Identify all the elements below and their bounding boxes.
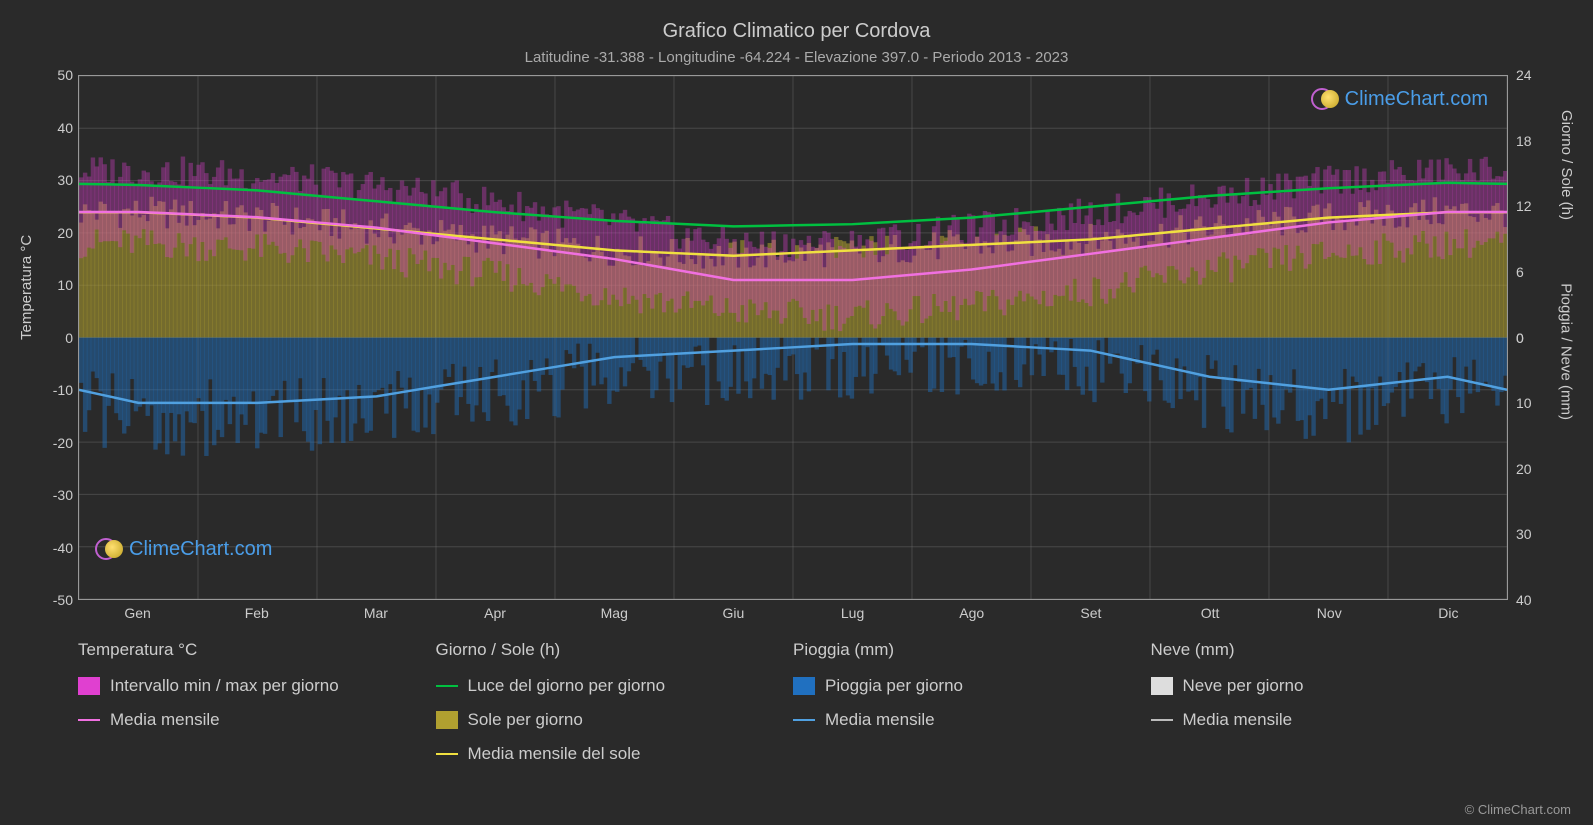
ytick-left: 10 xyxy=(33,277,73,293)
legend-label: Sole per giorno xyxy=(468,710,583,730)
swatch-snow-bar xyxy=(1151,677,1173,695)
watermark-top: ClimeChart.com xyxy=(1311,85,1488,113)
legend-item-sun-bar: Sole per giorno xyxy=(436,710,794,730)
legend-header: Neve (mm) xyxy=(1151,640,1509,660)
legend-col-rain: Pioggia (mm) Pioggia per giorno Media me… xyxy=(793,640,1151,764)
legend-header: Temperatura °C xyxy=(78,640,436,660)
swatch-temp-mean xyxy=(78,719,100,721)
legend-col-temperature: Temperatura °C Intervallo min / max per … xyxy=(78,640,436,764)
xtick-month: Apr xyxy=(484,605,506,621)
swatch-temp-range xyxy=(78,677,100,695)
legend-col-day: Giorno / Sole (h) Luce del giorno per gi… xyxy=(436,640,794,764)
watermark-text: ClimeChart.com xyxy=(129,538,272,561)
ytick-right: 24 xyxy=(1516,67,1556,83)
plot-area xyxy=(78,75,1508,600)
xtick-month: Dic xyxy=(1438,605,1458,621)
xtick-month: Mar xyxy=(364,605,388,621)
swatch-sun-bar xyxy=(436,711,458,729)
ytick-left: 50 xyxy=(33,67,73,83)
ytick-left: 0 xyxy=(33,330,73,346)
ytick-right: 6 xyxy=(1516,264,1556,280)
ytick-right: 18 xyxy=(1516,133,1556,149)
legend-label: Pioggia per giorno xyxy=(825,676,963,696)
y-axis-right-bottom-label: Pioggia / Neve (mm) xyxy=(1558,283,1575,420)
legend-label: Intervallo min / max per giorno xyxy=(110,676,339,696)
climechart-logo-icon xyxy=(95,535,123,563)
legend-item-temp-mean: Media mensile xyxy=(78,710,436,730)
xtick-month: Ago xyxy=(959,605,984,621)
ytick-right: 10 xyxy=(1516,395,1556,411)
legend-header: Giorno / Sole (h) xyxy=(436,640,794,660)
legend-label: Media mensile del sole xyxy=(468,744,641,764)
ytick-right: 20 xyxy=(1516,461,1556,477)
y-axis-right-top-label: Giorno / Sole (h) xyxy=(1558,110,1575,220)
swatch-sun-mean xyxy=(436,753,458,755)
legend-label: Media mensile xyxy=(110,710,220,730)
ytick-right: 40 xyxy=(1516,592,1556,608)
xtick-month: Mag xyxy=(601,605,628,621)
swatch-daylight xyxy=(436,685,458,687)
legend-label: Neve per giorno xyxy=(1183,676,1304,696)
legend-item-temp-range: Intervallo min / max per giorno xyxy=(78,676,436,696)
ytick-left: -40 xyxy=(33,540,73,556)
xtick-month: Nov xyxy=(1317,605,1342,621)
legend-item-rain-bar: Pioggia per giorno xyxy=(793,676,1151,696)
legend-item-snow-mean: Media mensile xyxy=(1151,710,1509,730)
climechart-logo-icon xyxy=(1311,85,1339,113)
legend-item-rain-mean: Media mensile xyxy=(793,710,1151,730)
xtick-month: Set xyxy=(1080,605,1101,621)
legend-label: Media mensile xyxy=(825,710,935,730)
ytick-right: 12 xyxy=(1516,198,1556,214)
copyright: © ClimeChart.com xyxy=(1465,802,1571,817)
xtick-month: Lug xyxy=(841,605,864,621)
legend-header: Pioggia (mm) xyxy=(793,640,1151,660)
legend-item-daylight: Luce del giorno per giorno xyxy=(436,676,794,696)
ytick-left: 40 xyxy=(33,120,73,136)
climate-chart: Grafico Climatico per Cordova Latitudine… xyxy=(0,0,1593,825)
ytick-right: 0 xyxy=(1516,330,1556,346)
legend: Temperatura °C Intervallo min / max per … xyxy=(78,640,1508,764)
xtick-month: Gen xyxy=(124,605,150,621)
ytick-left: -20 xyxy=(33,435,73,451)
xtick-month: Feb xyxy=(245,605,269,621)
ytick-left: 30 xyxy=(33,172,73,188)
watermark-text: ClimeChart.com xyxy=(1345,88,1488,111)
swatch-rain-mean xyxy=(793,719,815,721)
ytick-left: -10 xyxy=(33,382,73,398)
chart-title: Grafico Climatico per Cordova xyxy=(0,0,1593,43)
xtick-month: Ott xyxy=(1201,605,1220,621)
legend-item-sun-mean: Media mensile del sole xyxy=(436,744,794,764)
legend-item-snow-bar: Neve per giorno xyxy=(1151,676,1509,696)
ytick-left: 20 xyxy=(33,225,73,241)
legend-col-snow: Neve (mm) Neve per giorno Media mensile xyxy=(1151,640,1509,764)
plot-svg xyxy=(79,76,1507,599)
swatch-snow-mean xyxy=(1151,719,1173,721)
xtick-month: Giu xyxy=(723,605,745,621)
ytick-left: -30 xyxy=(33,487,73,503)
watermark-bottom: ClimeChart.com xyxy=(95,535,272,563)
legend-label: Luce del giorno per giorno xyxy=(468,676,666,696)
ytick-right: 30 xyxy=(1516,526,1556,542)
swatch-rain-bar xyxy=(793,677,815,695)
legend-label: Media mensile xyxy=(1183,710,1293,730)
chart-subtitle: Latitudine -31.388 - Longitudine -64.224… xyxy=(0,43,1593,66)
ytick-left: -50 xyxy=(33,592,73,608)
